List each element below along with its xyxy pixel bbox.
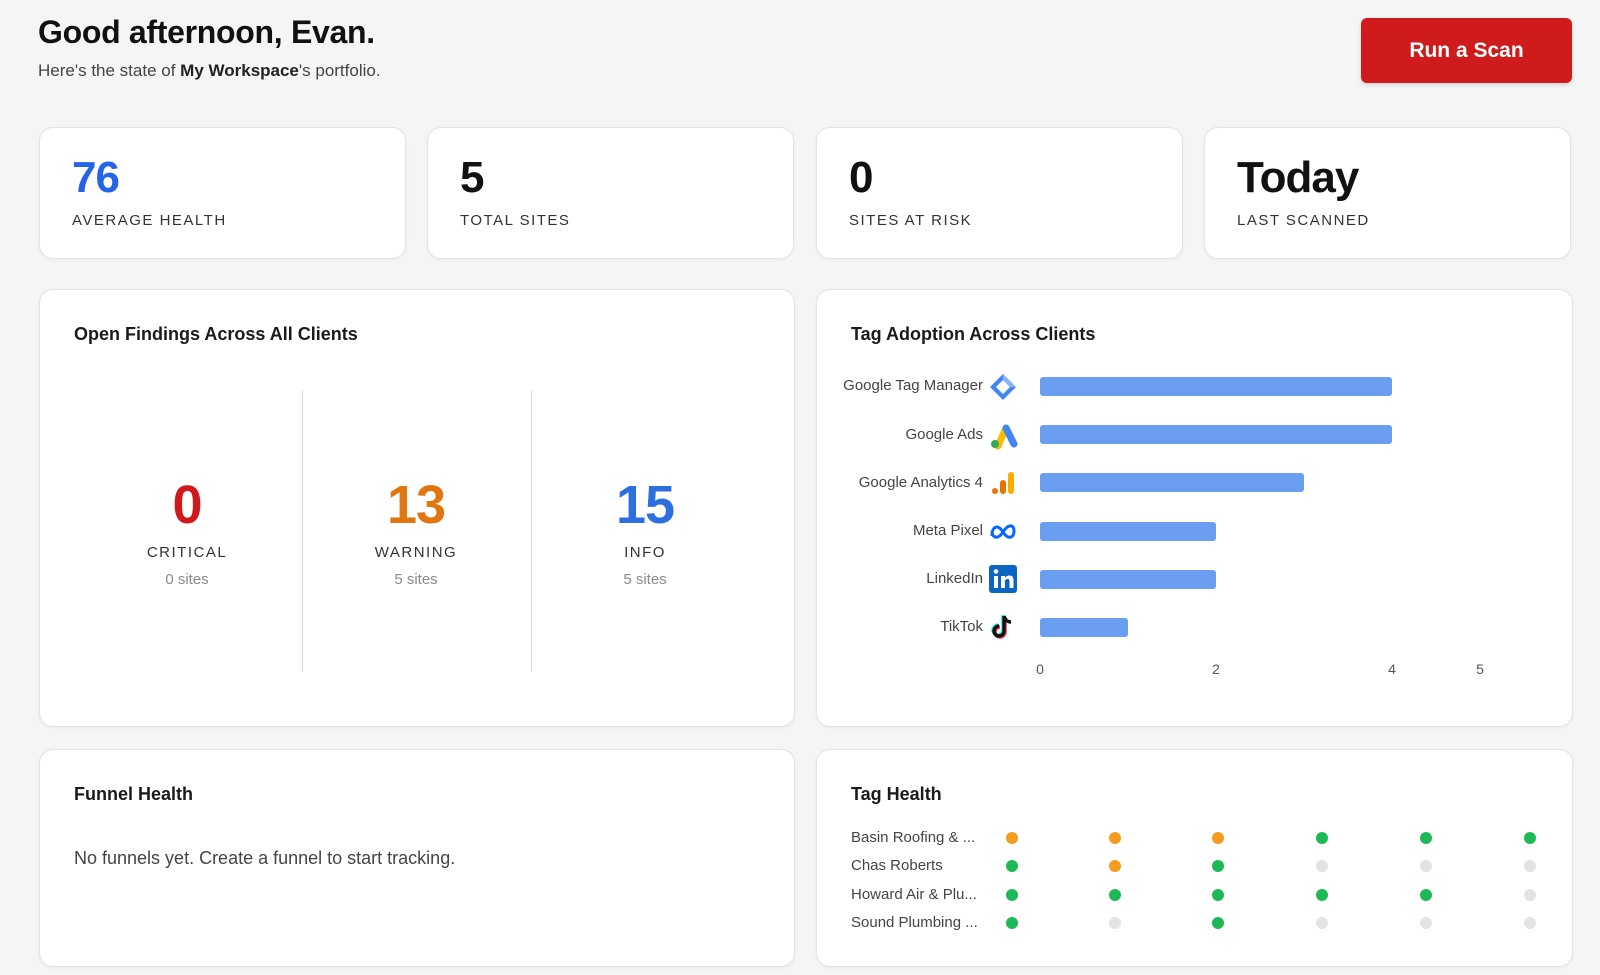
card-title: Open Findings Across All Clients	[74, 324, 358, 344]
info-count: 15	[615, 475, 675, 535]
stat-value: 76	[72, 153, 120, 202]
bar-meta[interactable]	[1040, 521, 1216, 541]
bar-google-ads[interactable]	[1040, 425, 1392, 445]
tag-status-dot-warning[interactable]	[1006, 832, 1018, 844]
tag-status-dot-ok[interactable]	[1212, 860, 1224, 872]
tag-label-gtm: Google Tag Manager	[843, 377, 983, 394]
bar-linkedin[interactable]	[1040, 569, 1216, 589]
tag-label-meta-pixel: Meta Pixel	[912, 522, 983, 539]
gtm-icon	[988, 372, 1018, 402]
info-sites: 5 sites	[623, 571, 667, 588]
stat-value: 0	[849, 153, 873, 202]
tag-status-dot-warning[interactable]	[1212, 832, 1224, 844]
tag-status-dot-ok[interactable]	[1524, 832, 1536, 844]
tag-adoption-card: Tag Adoption Across Clients	[816, 289, 1573, 727]
tag-health-row-label[interactable]: Howard Air & Plu...	[851, 886, 977, 903]
subtitle-prefix: Here's the state of	[38, 61, 181, 80]
warning-count: 13	[386, 475, 446, 535]
findings-critical[interactable]: 0 CRITICAL 0 sites	[73, 390, 301, 672]
tag-status-dot-none[interactable]	[1316, 917, 1328, 929]
stat-label: LAST SCANNED	[1237, 212, 1370, 229]
findings-warning[interactable]: 13 WARNING 5 sites	[302, 390, 530, 672]
subtitle-suffix: 's portfolio.	[298, 61, 381, 80]
tag-health-row-label[interactable]: Chas Roberts	[851, 857, 943, 874]
divider	[531, 390, 532, 672]
tag-status-dot-ok[interactable]	[1006, 889, 1018, 901]
tag-status-dot-ok[interactable]	[1212, 917, 1224, 929]
tag-status-dot-ok[interactable]	[1316, 832, 1328, 844]
stat-value: Today	[1237, 153, 1359, 202]
stat-label: TOTAL SITES	[460, 212, 571, 229]
page-subtitle: Here's the state of My Workspace's portf…	[38, 61, 381, 81]
tiktok-icon	[988, 612, 1018, 642]
google-ads-icon	[988, 420, 1018, 450]
tag-health-row-label[interactable]: Sound Plumbing ...	[851, 914, 978, 931]
meta-icon	[988, 516, 1018, 546]
tag-label-ga4: Google Analytics 4	[858, 474, 983, 491]
linkedin-icon	[988, 564, 1018, 594]
tag-status-dot-ok[interactable]	[1109, 889, 1121, 901]
warning-sites: 5 sites	[394, 571, 438, 588]
critical-label: CRITICAL	[146, 544, 228, 561]
page-header: Good afternoon, Evan. Here's the state o…	[38, 14, 381, 81]
stat-card-sites-at-risk: 0 SITES AT RISK	[816, 127, 1183, 259]
funnel-empty-state: No funnels yet. Create a funnel to start…	[74, 848, 456, 868]
stat-card-last-scanned: Today LAST SCANNED	[1204, 127, 1571, 259]
tag-status-dot-ok[interactable]	[1006, 860, 1018, 872]
open-findings-card: Open Findings Across All Clients	[39, 289, 795, 727]
findings-info[interactable]: 15 INFO 5 sites	[531, 390, 759, 672]
ga4-icon	[988, 468, 1018, 498]
tag-status-dot-ok[interactable]	[1006, 917, 1018, 929]
x-tick-label: 4	[1388, 661, 1396, 677]
tag-status-dot-none[interactable]	[1524, 889, 1536, 901]
run-scan-button[interactable]: Run a Scan	[1361, 18, 1572, 83]
tag-label-column: Google Tag Manager Google Ads Google Ana…	[820, 0, 983, 975]
tag-status-dot-none[interactable]	[1524, 860, 1536, 872]
tag-status-dot-none[interactable]	[1316, 860, 1328, 872]
tag-status-dot-none[interactable]	[1420, 860, 1432, 872]
divider	[302, 390, 303, 672]
tag-label-linkedin: LinkedIn	[926, 570, 983, 587]
tag-status-dot-warning[interactable]	[1109, 832, 1121, 844]
tag-label-tiktok: TikTok	[940, 618, 983, 635]
tag-status-dot-ok[interactable]	[1212, 889, 1224, 901]
tag-status-dot-none[interactable]	[1524, 917, 1536, 929]
tag-status-dot-none[interactable]	[1420, 917, 1432, 929]
tag-status-dot-warning[interactable]	[1109, 860, 1121, 872]
tag-label-google-ads: Google Ads	[905, 426, 983, 443]
tag-status-dot-ok[interactable]	[1420, 832, 1432, 844]
stat-card-average-health: 76 AVERAGE HEALTH	[39, 127, 406, 259]
stat-card-total-sites: 5 TOTAL SITES	[427, 127, 794, 259]
card-title: Tag Adoption Across Clients	[851, 324, 1096, 344]
x-tick-label: 2	[1212, 661, 1220, 677]
funnel-health-card: Funnel Health No funnels yet. Create a f…	[39, 749, 795, 967]
stat-label: SITES AT RISK	[849, 212, 973, 229]
workspace-name: My Workspace	[180, 61, 299, 80]
x-tick-label: 0	[1036, 661, 1044, 677]
bar-tiktok[interactable]	[1040, 618, 1128, 637]
critical-count: 0	[172, 475, 202, 535]
card-title: Tag Health	[851, 784, 942, 804]
tag-status-dot-none[interactable]	[1109, 917, 1121, 929]
tag-status-dot-ok[interactable]	[1420, 889, 1432, 901]
warning-label: WARNING	[374, 544, 458, 561]
critical-sites: 0 sites	[165, 571, 209, 588]
x-tick-label: 5	[1476, 661, 1484, 677]
bar-gtm[interactable]	[1040, 377, 1392, 396]
card-title: Funnel Health	[74, 784, 194, 804]
info-label: INFO	[624, 544, 666, 561]
tag-health-row-label[interactable]: Basin Roofing & ...	[851, 829, 976, 846]
bar-ga4[interactable]	[1040, 473, 1304, 493]
stat-label: AVERAGE HEALTH	[72, 212, 227, 229]
stat-value: 5	[460, 153, 484, 202]
tag-status-dot-ok[interactable]	[1316, 889, 1328, 901]
tag-health-card: Tag Health	[816, 749, 1573, 967]
page-title: Good afternoon, Evan.	[38, 14, 375, 50]
